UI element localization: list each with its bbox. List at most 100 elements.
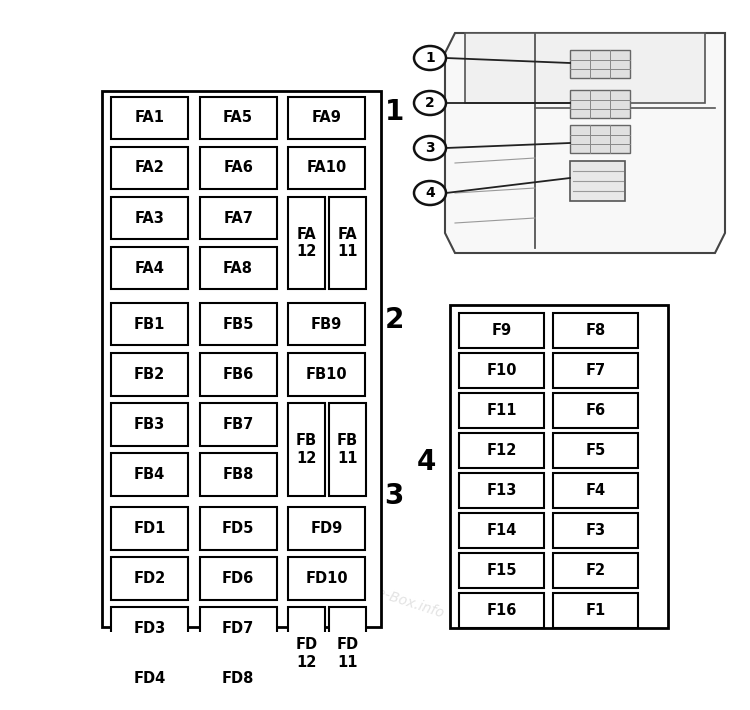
Text: F12: F12 [486,443,517,458]
Bar [200,657,277,699]
Text: FA5: FA5 [223,111,253,126]
Bar [288,97,365,139]
Bar [553,474,638,508]
Bar [570,90,630,118]
Text: FD
11: FD 11 [336,638,358,670]
Bar [329,607,366,699]
Text: FD4: FD4 [134,671,166,686]
Bar [570,125,630,153]
Bar [111,403,188,446]
Text: FA8: FA8 [223,261,253,275]
Text: F3: F3 [585,523,605,538]
Text: FB3: FB3 [134,417,165,432]
Polygon shape [465,33,705,103]
Bar [111,303,188,346]
Text: 2: 2 [425,96,435,110]
Text: FD7: FD7 [222,621,254,636]
Text: F11: F11 [486,403,517,418]
Bar [553,313,638,348]
Text: 4: 4 [417,449,436,476]
Bar [200,403,277,446]
Text: F1: F1 [585,604,605,618]
Text: FA9: FA9 [312,111,341,126]
Bar [200,303,277,346]
Text: F6: F6 [585,403,605,418]
Text: FB4: FB4 [134,467,165,482]
Text: F14: F14 [486,523,517,538]
Bar [459,433,544,468]
Text: FB1: FB1 [134,317,165,332]
Bar [553,433,638,468]
Bar [288,197,325,289]
Text: F7: F7 [585,363,605,378]
Bar [459,313,544,348]
Text: F9: F9 [491,323,512,338]
Bar [459,513,544,548]
Bar [459,393,544,428]
Text: FD5: FD5 [222,521,254,536]
Text: F8: F8 [585,323,605,338]
Bar [200,353,277,395]
Text: FD8: FD8 [222,671,254,686]
Bar [102,92,380,626]
Text: FB5: FB5 [223,317,254,332]
Bar [288,303,365,346]
Bar [200,247,277,289]
Text: 4: 4 [425,186,435,200]
Ellipse shape [414,46,446,70]
Bar [570,50,630,78]
Text: Fuse-Box.info: Fuse-Box.info [353,579,446,621]
Text: FA
11: FA 11 [338,227,358,259]
Bar [200,607,277,650]
Bar [459,594,544,628]
Bar [111,97,188,139]
Text: FD2: FD2 [134,571,166,586]
Text: FD9: FD9 [310,521,343,536]
Ellipse shape [414,136,446,160]
Bar [553,513,638,548]
Text: F16: F16 [486,604,517,618]
Text: 3: 3 [425,141,435,155]
Text: FB2: FB2 [134,367,165,382]
Bar [288,353,365,395]
Text: FA10: FA10 [307,160,347,175]
Bar [111,247,188,289]
Text: 3: 3 [384,481,404,510]
Text: FB9: FB9 [311,317,342,332]
Text: F10: F10 [486,363,517,378]
Text: FB
12: FB 12 [296,433,317,466]
Text: FD
12: FD 12 [296,638,318,670]
Text: F2: F2 [585,563,605,578]
Bar [200,147,277,189]
Bar [450,305,668,628]
Ellipse shape [414,181,446,205]
Bar [200,557,277,599]
Bar [200,453,277,496]
Ellipse shape [414,91,446,115]
Text: FA1: FA1 [134,111,164,126]
Bar [459,353,544,388]
Bar [553,353,638,388]
Text: FA2: FA2 [134,160,164,175]
Text: FB
11: FB 11 [337,433,358,466]
Bar [553,594,638,628]
Bar [200,197,277,239]
Bar [111,607,188,650]
Text: Fuse-Box.info: Fuse-Box.info [265,579,358,621]
Bar [459,474,544,508]
Bar [329,403,366,496]
Text: FA7: FA7 [224,211,253,226]
Bar [459,553,544,588]
Bar [329,197,366,289]
Text: FB6: FB6 [223,367,254,382]
Bar [288,557,365,599]
Bar [200,97,277,139]
Text: F15: F15 [486,563,517,578]
Text: 1: 1 [384,98,404,126]
Bar [553,553,638,588]
Text: 2: 2 [384,306,404,334]
Bar [288,507,365,550]
Text: FA4: FA4 [134,261,164,275]
Text: FA
12: FA 12 [296,227,316,259]
Bar [111,657,188,699]
